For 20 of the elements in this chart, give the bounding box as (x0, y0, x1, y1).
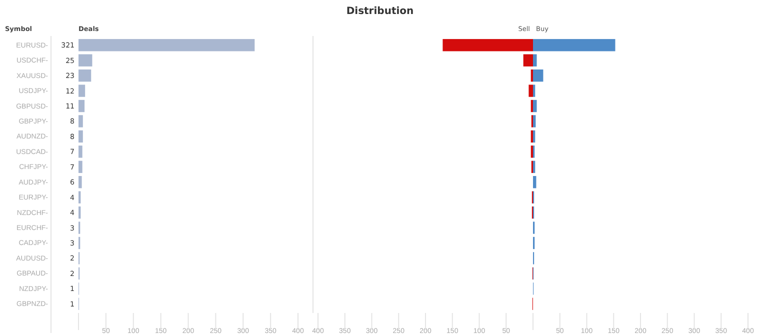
bar (533, 54, 537, 66)
bar (78, 54, 92, 66)
bar (533, 176, 536, 188)
bar (78, 160, 82, 173)
bar (533, 39, 616, 52)
bar (523, 54, 533, 66)
bar (78, 115, 83, 128)
bar (78, 100, 85, 112)
bar (533, 69, 544, 82)
bar (533, 115, 536, 128)
bar (78, 84, 86, 97)
bar (78, 39, 255, 52)
bar (78, 69, 92, 82)
chart-title: Distribution (346, 6, 414, 17)
bar (78, 130, 83, 143)
bar (78, 176, 82, 188)
bar (442, 39, 533, 52)
bar (78, 146, 82, 158)
bar (533, 100, 537, 112)
bar (528, 84, 533, 97)
